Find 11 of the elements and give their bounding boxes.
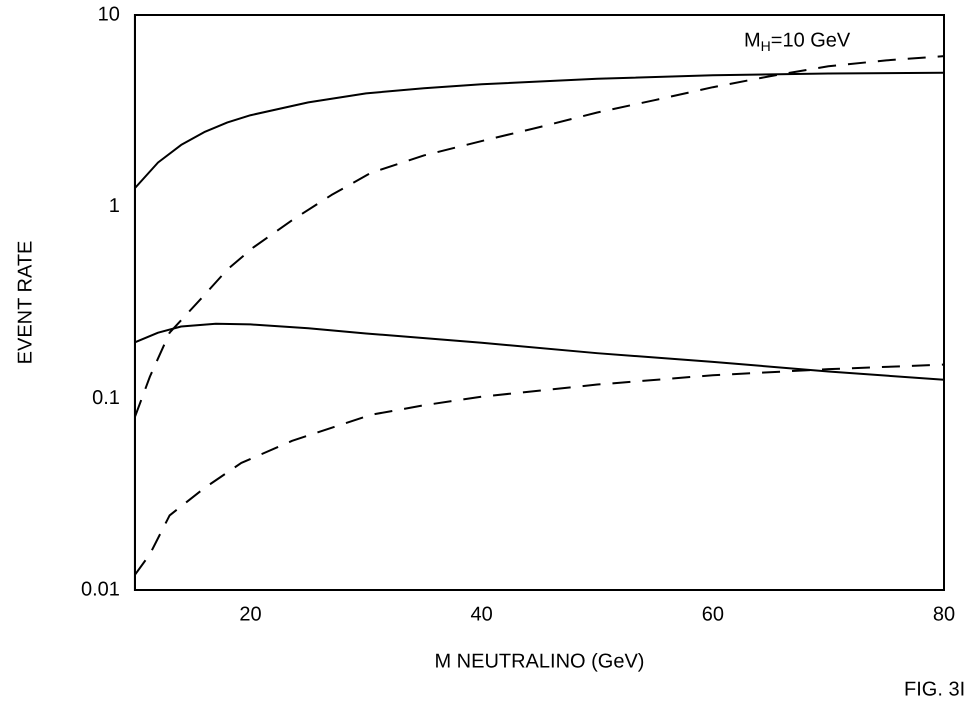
x-tick-label: 60 — [702, 604, 724, 626]
y-tick-label: 0.01 — [80, 578, 120, 601]
x-axis-title: M NEUTRALINO (GeV) — [434, 650, 644, 673]
x-tick-label: 20 — [239, 604, 262, 626]
y-tick-label: 0.1 — [92, 386, 120, 409]
x-tick-label: 40 — [470, 604, 493, 626]
x-tick-label: 80 — [932, 604, 956, 626]
y-tick-label: 1 — [108, 195, 120, 218]
y-axis-title: EVENT RATE — [14, 240, 37, 364]
caption: FIG. 3I — [904, 678, 966, 701]
y-tick-label: 10 — [98, 4, 120, 26]
